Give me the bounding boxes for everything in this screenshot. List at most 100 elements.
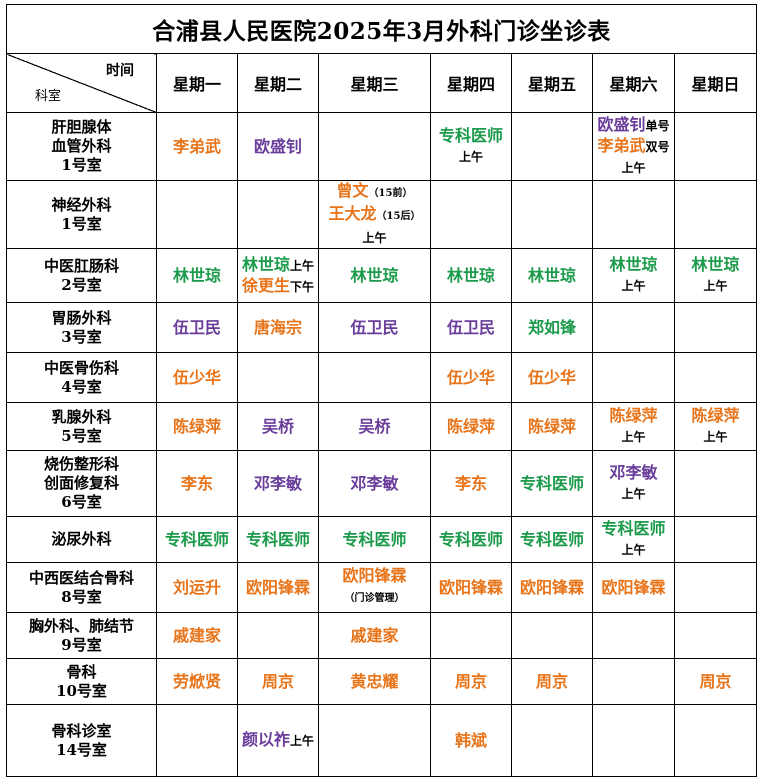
doctor-name: 专科医师 bbox=[601, 519, 666, 538]
doctor-name: 戚建家 bbox=[172, 625, 221, 645]
schedule-cell bbox=[511, 612, 593, 659]
doctor-name: 陈绿萍 bbox=[527, 416, 576, 436]
dept-cell: 中医肛肠科 2号室 bbox=[6, 248, 157, 303]
session-note: （15后） bbox=[376, 211, 421, 222]
session-note: 上午 bbox=[621, 487, 646, 501]
schedule-cell bbox=[673, 112, 758, 181]
schedule-cell bbox=[592, 658, 675, 705]
schedule-cell: 周京 bbox=[430, 658, 512, 705]
dept-line: 1号室 bbox=[61, 156, 102, 174]
schedule-cell: 林世琼 bbox=[430, 248, 512, 303]
doctor-name: 邓李敏 bbox=[350, 473, 399, 493]
schedule-cell: 戚建家 bbox=[156, 612, 238, 659]
schedule-cell bbox=[318, 112, 431, 181]
doctor-name: 林世琼 bbox=[350, 265, 399, 285]
session-note: 上午 bbox=[621, 161, 646, 175]
schedule-cell bbox=[673, 612, 758, 659]
doctor-name: 伍少华 bbox=[172, 367, 221, 387]
dept-line: 胸外科、肺结节 bbox=[28, 616, 134, 635]
schedule-cell: 邓李敏 bbox=[237, 450, 319, 517]
schedule-cell: 陈绿萍 bbox=[430, 402, 512, 451]
schedule-cell bbox=[430, 612, 512, 659]
dept-line: 3号室 bbox=[61, 327, 102, 346]
table-row: 胸外科、肺结节 9号室 戚建家 戚建家 bbox=[6, 612, 758, 659]
doctor-name: 专科医师 bbox=[245, 529, 310, 549]
doctor-name: 林世琼 bbox=[609, 255, 658, 274]
schedule-cell bbox=[511, 180, 593, 249]
session-note: （15前） bbox=[368, 188, 413, 199]
dept-line: 泌尿外科 bbox=[51, 530, 112, 548]
schedule-cell: 伍卫民 bbox=[318, 302, 431, 353]
table-row: 乳腺外科 5号室 陈绿萍 吴桥 吴桥 陈绿萍 陈绿萍 陈绿萍 上午 陈绿萍 上午 bbox=[6, 402, 758, 451]
schedule-cell: 林世琼 bbox=[511, 248, 593, 303]
schedule-cell: 专科医师 bbox=[511, 450, 593, 517]
time-label: 时间 bbox=[106, 63, 134, 79]
table-row: 中医骨伤科 4号室 伍少华 伍少华 伍少华 bbox=[6, 352, 758, 403]
table-row: 中医肛肠科 2号室 林世琼 林世琼上午 徐更生下午 林世琼 林世琼 林世琼 林世琼 上午 林世琼 上午 bbox=[6, 248, 758, 303]
schedule-cell: 专科医师 bbox=[156, 516, 238, 563]
schedule-cell: 陈绿萍 上午 bbox=[673, 402, 758, 451]
doctor-name: 专科医师 bbox=[342, 529, 407, 549]
schedule-cell: 陈绿萍 bbox=[156, 402, 238, 451]
doctor-name: 专科医师 bbox=[438, 529, 503, 549]
schedule-cell bbox=[156, 180, 238, 249]
schedule-cell bbox=[673, 562, 758, 613]
session-note: 上午 bbox=[290, 258, 315, 273]
table-row: 神经外科 1号室 曾文（15前） 王大龙（15后） 上午 bbox=[6, 180, 758, 249]
schedule-cell: 吴桥 bbox=[318, 402, 431, 451]
table-row: 肝胆腺体 血管外科 1号室 李弟武 欧盛钊 专科医师 上午 欧盛钊单号 李弟武双号 上午 bbox=[6, 112, 758, 181]
dept-line: 肝胆腺体 bbox=[51, 118, 112, 136]
doctor-name: 唐海宗 bbox=[253, 317, 302, 337]
dept-line: 血管外科 bbox=[51, 137, 112, 155]
schedule-cell bbox=[237, 180, 319, 249]
doctor-name: 陈绿萍 bbox=[609, 406, 658, 425]
schedule-cell bbox=[156, 704, 238, 777]
table-row: 骨科诊室 14号室 颜以祚上午 韩斌 bbox=[6, 704, 758, 777]
schedule-cell: 欧盛钊单号 李弟武双号 上午 bbox=[592, 112, 675, 181]
doctor-name: 欧阳锋霖 bbox=[601, 577, 666, 597]
session-note: 上午 bbox=[362, 231, 387, 245]
doctor-name: 伍少华 bbox=[446, 367, 495, 387]
schedule-cell: 曾文（15前） 王大龙（15后） 上午 bbox=[318, 180, 431, 249]
dept-line: 中医骨伤科 bbox=[43, 358, 119, 377]
dept-line: 14号室 bbox=[56, 740, 107, 759]
dept-line: 5号室 bbox=[61, 426, 102, 445]
session-note: 单号 bbox=[645, 119, 670, 133]
doctor-name: 周京 bbox=[261, 671, 294, 691]
session-note: 上午 bbox=[703, 279, 728, 293]
schedule-cell bbox=[237, 352, 319, 403]
dept-line: 烧伤整形科 bbox=[43, 455, 119, 473]
dept-cell: 中西医结合骨科 8号室 bbox=[6, 562, 157, 613]
schedule-cell bbox=[592, 180, 675, 249]
schedule-cell bbox=[511, 704, 593, 777]
schedule-cell: 黄忠耀 bbox=[318, 658, 431, 705]
schedule-cell: 专科医师 上午 bbox=[592, 516, 675, 563]
schedule-cell bbox=[673, 516, 758, 563]
schedule-cell: 欧阳锋霖 bbox=[592, 562, 675, 613]
doctor-name: 伍少华 bbox=[527, 367, 576, 387]
day-header: 星期三 bbox=[318, 53, 431, 113]
session-note: 上午 bbox=[703, 430, 728, 444]
schedule-cell: 伍卫民 bbox=[430, 302, 512, 353]
doctor-name: 林世琼 bbox=[172, 265, 221, 285]
doctor-name: 林世琼 bbox=[691, 255, 740, 274]
day-header: 星期日 bbox=[673, 53, 758, 113]
doctor-name: 陈绿萍 bbox=[172, 416, 221, 436]
session-note: 上午 bbox=[621, 430, 646, 444]
schedule-cell: 李弟武 bbox=[156, 112, 238, 181]
dept-line: 创面修复科 bbox=[43, 474, 119, 492]
doctor-name: 李弟武 bbox=[597, 136, 646, 155]
schedule-frame: 合浦县人民医院2025年3月外科门诊坐诊表 时间 科室 星期一 星期二 星期三 星期四… bbox=[5, 4, 758, 777]
schedule-cell: 专科医师 bbox=[318, 516, 431, 563]
day-header: 星期五 bbox=[511, 53, 593, 113]
session-note: 上午 bbox=[458, 150, 483, 164]
doctor-name: 郑如锋 bbox=[527, 317, 576, 337]
doctor-name: 戚建家 bbox=[350, 625, 399, 645]
schedule-cell bbox=[318, 704, 431, 777]
doctor-name: 李东 bbox=[180, 473, 213, 493]
doctor-name: 李东 bbox=[454, 473, 487, 493]
doctor-name: 林世琼 bbox=[446, 265, 495, 285]
dept-line: 神经外科 bbox=[51, 195, 112, 214]
dept-cell: 乳腺外科 5号室 bbox=[6, 402, 157, 451]
schedule-cell: 欧盛钊 bbox=[237, 112, 319, 181]
